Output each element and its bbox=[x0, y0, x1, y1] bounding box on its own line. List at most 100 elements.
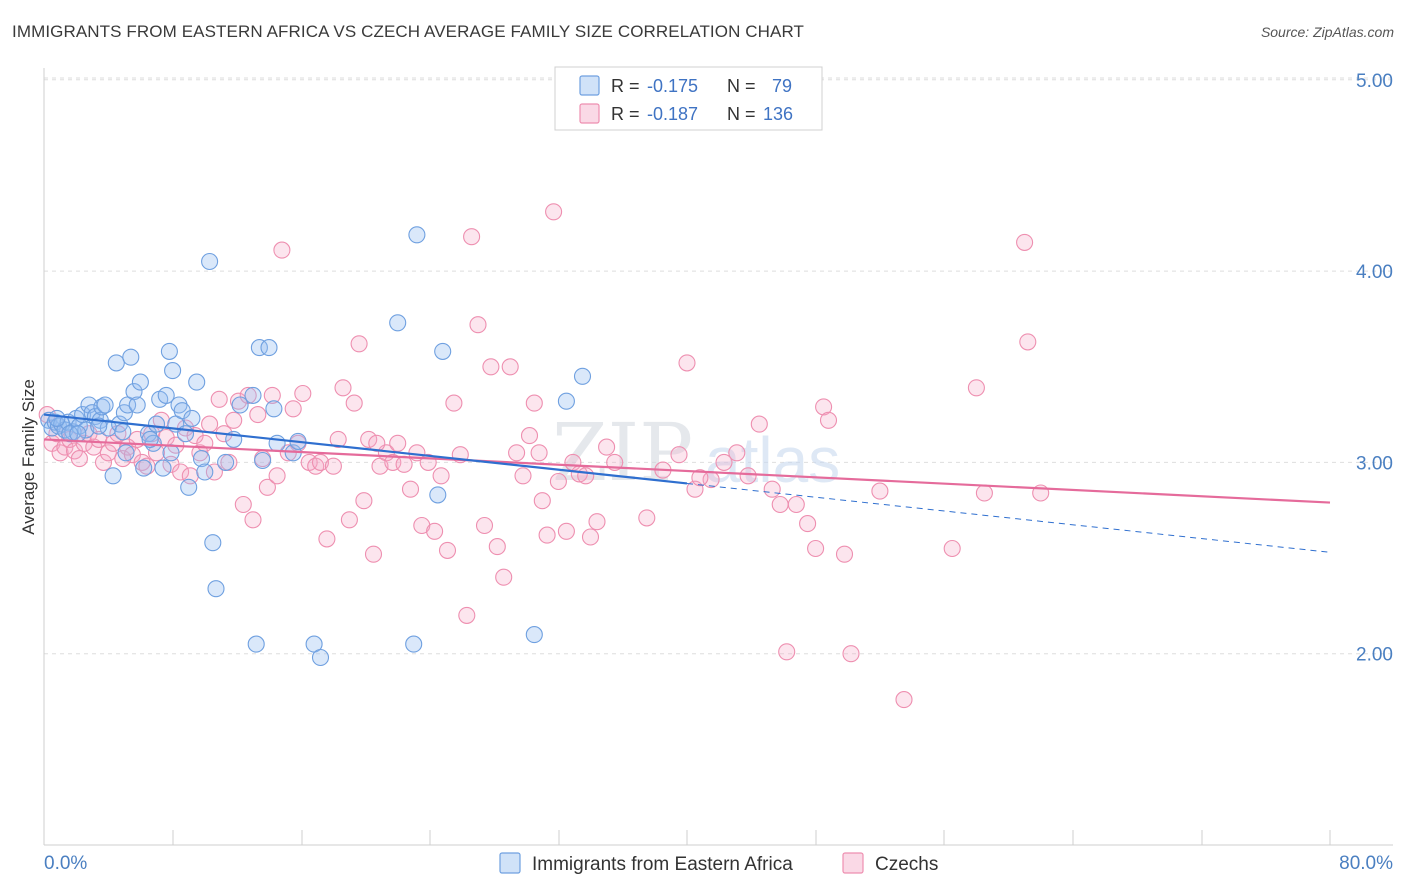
series-legend: Immigrants from Eastern Africa Czechs bbox=[499, 852, 938, 875]
eastern-africa-point-41 bbox=[180, 478, 198, 496]
czechs-point-57 bbox=[318, 530, 336, 548]
eastern-africa-points bbox=[40, 226, 592, 667]
czechs-point-96 bbox=[549, 472, 567, 491]
czechs-point-93 bbox=[533, 492, 551, 510]
czechs-point-113 bbox=[739, 467, 757, 485]
y-axis-label: Average Family Size bbox=[19, 379, 38, 535]
trend-lines bbox=[43, 413, 1331, 553]
eastern-africa-point-46 bbox=[204, 534, 222, 552]
eastern-africa-point-25 bbox=[125, 383, 143, 401]
eastern-africa-point-49 bbox=[231, 396, 249, 414]
czechs-point-32 bbox=[191, 444, 209, 462]
eastern-africa-point-44 bbox=[196, 463, 214, 481]
eastern-africa-point-73 bbox=[69, 425, 87, 443]
czechs-point-105 bbox=[638, 509, 656, 527]
czechs-point-72 bbox=[401, 480, 420, 498]
bottom-legend-label-2: Czechs bbox=[875, 854, 938, 875]
legend-n-value-1: 79 bbox=[772, 76, 792, 96]
eastern-africa-point-61 bbox=[389, 314, 407, 332]
czechs-point-59 bbox=[329, 430, 347, 448]
axes bbox=[43, 68, 1393, 846]
legend-n-label-2: N = bbox=[727, 104, 756, 124]
czechs-points bbox=[38, 203, 1050, 709]
eastern-africa-point-77 bbox=[48, 409, 66, 427]
eastern-africa-point-47 bbox=[207, 580, 225, 598]
czechs-point-133 bbox=[691, 469, 709, 487]
eastern-africa-point-56 bbox=[268, 434, 286, 452]
eastern-africa-point-68 bbox=[573, 367, 592, 385]
czechs-point-89 bbox=[508, 444, 526, 462]
czechs-point-78 bbox=[438, 541, 457, 559]
czechs-point-28 bbox=[172, 463, 190, 481]
legend-swatch-pink bbox=[579, 103, 600, 124]
czechs-point-51 bbox=[284, 400, 302, 418]
czechs-point-92 bbox=[525, 394, 543, 412]
eastern-africa-point-74 bbox=[114, 423, 132, 441]
czechs-trend-line bbox=[43, 438, 1331, 504]
eastern-africa-point-45 bbox=[201, 252, 219, 271]
czechs-point-112 bbox=[728, 444, 746, 462]
eastern-africa-point-35 bbox=[160, 342, 178, 360]
eastern-africa-point-20 bbox=[107, 354, 125, 372]
eastern-africa-point-31 bbox=[147, 415, 166, 433]
eastern-africa-point-78 bbox=[117, 444, 135, 462]
eastern-africa-point-38 bbox=[170, 396, 188, 414]
czechs-point-3 bbox=[51, 444, 69, 462]
czechs-point-87 bbox=[495, 568, 513, 586]
czechs-point-118 bbox=[787, 495, 805, 514]
czechs-point-61 bbox=[340, 511, 358, 529]
czechs-point-121 bbox=[815, 398, 833, 416]
eastern-africa-point-64 bbox=[429, 486, 447, 504]
czechs-point-48 bbox=[268, 467, 286, 485]
eastern-africa-point-36 bbox=[164, 362, 182, 380]
czechs-point-128 bbox=[967, 379, 985, 397]
czechs-point-53 bbox=[294, 384, 312, 403]
eastern-africa-point-63 bbox=[408, 226, 426, 244]
czechs-point-94 bbox=[538, 526, 556, 544]
eastern-africa-point-60 bbox=[311, 648, 330, 667]
eastern-africa-point-69 bbox=[183, 409, 201, 427]
eastern-africa-point-43 bbox=[192, 450, 211, 468]
eastern-africa-point-42 bbox=[188, 373, 206, 391]
czechs-point-120 bbox=[807, 539, 825, 558]
eastern-africa-point-17 bbox=[96, 396, 114, 414]
czechs-point-86 bbox=[488, 538, 506, 556]
eastern-africa-point-48 bbox=[217, 453, 235, 471]
czechs-point-91 bbox=[520, 427, 539, 445]
czechs-point-124 bbox=[842, 645, 860, 663]
czechs-point-101 bbox=[581, 528, 600, 546]
czechs-point-79 bbox=[445, 394, 463, 412]
czechs-point-126 bbox=[895, 691, 913, 709]
czechs-point-44 bbox=[249, 406, 267, 424]
watermark: ZIP atlas bbox=[552, 406, 840, 499]
czechs-point-49 bbox=[273, 241, 291, 259]
czechs-point-62 bbox=[345, 394, 363, 412]
czechs-point-36 bbox=[210, 390, 228, 408]
legend-swatch-blue bbox=[579, 75, 600, 96]
eastern-africa-point-65 bbox=[434, 342, 452, 360]
czechs-point-60 bbox=[334, 379, 352, 397]
czechs-point-81 bbox=[458, 606, 476, 624]
eastern-africa-point-27 bbox=[131, 373, 149, 391]
czechs-point-84 bbox=[475, 516, 494, 535]
x-tick-label-0: 0.0% bbox=[44, 853, 87, 874]
legend-n-label-1: N = bbox=[727, 76, 756, 96]
czechs-point-82 bbox=[463, 228, 481, 246]
x-tick-labels: 0.0% 80.0% bbox=[44, 853, 1393, 874]
eastern-africa-point-19 bbox=[104, 467, 122, 485]
y-tick-label-2: 4.00 bbox=[1356, 262, 1393, 283]
watermark-zip: ZIP bbox=[552, 406, 693, 499]
czechs-point-77 bbox=[432, 467, 450, 485]
legend-r-value-1: -0.175 bbox=[647, 76, 698, 96]
bottom-legend-label-1: Immigrants from Eastern Africa bbox=[532, 854, 793, 875]
czechs-point-33 bbox=[196, 434, 214, 452]
watermark-atlas: atlas bbox=[705, 424, 840, 496]
eastern-africa-point-66 bbox=[525, 626, 543, 644]
y-tick-labels: 2.00 3.00 4.00 5.00 bbox=[1356, 71, 1393, 666]
czechs-point-103 bbox=[598, 438, 616, 456]
eastern-africa-point-52 bbox=[250, 339, 268, 357]
y-tick-label-1: 3.00 bbox=[1356, 453, 1393, 474]
czechs-point-95 bbox=[545, 203, 563, 221]
czechs-point-43 bbox=[244, 511, 262, 529]
